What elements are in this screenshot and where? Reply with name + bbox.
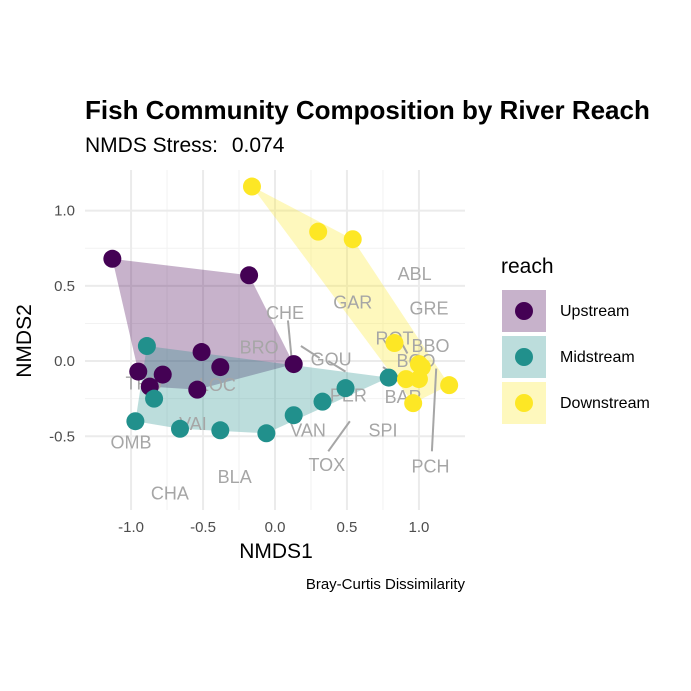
stress-value: 0.074 <box>232 134 285 157</box>
legend-marker <box>515 302 533 320</box>
legend-marker <box>515 394 533 412</box>
subtitle-prefix: NMDS Stress: <box>85 134 218 157</box>
point-downstream <box>440 376 459 395</box>
point-upstream <box>103 249 122 268</box>
species-label-bla: BLA <box>218 467 252 487</box>
species-label-bro: BRO <box>240 338 279 358</box>
point-downstream <box>309 222 328 241</box>
y-tick-label: 0.0 <box>54 353 75 370</box>
leader-line <box>300 345 321 359</box>
x-axis-title: NMDS1 <box>239 540 313 563</box>
point-downstream <box>409 370 428 389</box>
leader-line <box>327 420 351 452</box>
leader-line <box>430 368 438 452</box>
species-label-spi: SPI <box>368 420 397 440</box>
species-label-bbo: BBO <box>411 336 449 356</box>
x-tick-label: 1.0 <box>409 519 430 536</box>
y-tick-label: 1.0 <box>54 203 75 220</box>
point-upstream <box>153 365 172 384</box>
point-downstream <box>396 370 415 389</box>
legend-label: Midstream <box>560 349 635 366</box>
legend: reach Upstream Midstream Downstream <box>501 255 650 424</box>
point-upstream <box>284 355 303 374</box>
point-midstream <box>211 421 230 440</box>
point-upstream <box>211 358 230 377</box>
species-label-omb: OMB <box>111 432 152 452</box>
species-label-che: CHE <box>266 303 304 323</box>
axis-ticks: -1.0 -0.5 0.0 0.5 1.0 -0.5 0.0 0.5 1.0 <box>49 203 429 536</box>
hull-midstream <box>135 346 389 434</box>
species-label-gou: GOU <box>311 350 352 370</box>
chart-subtitle: NMDS Stress: 0.074 <box>85 134 285 157</box>
species-label-abl: ABL <box>398 264 432 284</box>
species-label-loc: LOC <box>199 375 236 395</box>
point-downstream <box>242 177 261 196</box>
species-label-van: VAN <box>290 420 326 440</box>
species-label-gre: GRE <box>410 298 449 318</box>
point-midstream <box>336 379 355 398</box>
legend-label: Downstream <box>560 395 650 412</box>
species-label-pch: PCH <box>411 456 449 476</box>
point-downstream <box>343 230 362 249</box>
hull-upstream <box>112 258 294 390</box>
leader-line <box>327 360 347 373</box>
point-upstream <box>129 362 148 381</box>
point-downstream <box>404 394 423 413</box>
point-midstream <box>126 412 145 431</box>
legend-label: Upstream <box>560 303 629 320</box>
species-label-tox: TOX <box>308 455 345 475</box>
species-label-cha: CHA <box>151 483 189 503</box>
point-midstream <box>284 406 303 425</box>
species-label-gar: GAR <box>333 292 372 312</box>
point-midstream <box>313 392 332 411</box>
point-upstream <box>188 380 207 399</box>
y-tick-label: -0.5 <box>49 428 75 445</box>
x-tick-label: 0.0 <box>265 519 286 536</box>
point-midstream <box>145 389 164 408</box>
x-tick-label: 0.5 <box>337 519 358 536</box>
legend-entry-upstream: Upstream <box>502 290 629 332</box>
legend-entries: Upstream Midstream Downstream <box>502 290 650 424</box>
chart-title: Fish Community Composition by River Reac… <box>85 95 650 125</box>
point-midstream <box>379 368 398 387</box>
legend-marker <box>515 348 533 366</box>
site-points <box>103 177 459 443</box>
x-tick-label: -0.5 <box>190 519 216 536</box>
legend-entry-midstream: Midstream <box>502 336 635 378</box>
point-upstream <box>240 266 259 285</box>
y-axis-title: NMDS2 <box>13 304 36 378</box>
y-tick-label: 0.5 <box>54 278 75 295</box>
point-upstream <box>192 343 211 362</box>
chart-caption: Bray-Curtis Dissimilarity <box>306 576 466 593</box>
legend-title: reach <box>501 255 554 278</box>
x-tick-label: -1.0 <box>118 519 144 536</box>
point-midstream <box>257 424 276 443</box>
legend-entry-downstream: Downstream <box>502 382 650 424</box>
point-midstream <box>171 419 189 438</box>
point-midstream <box>137 337 156 356</box>
point-downstream <box>385 334 404 353</box>
